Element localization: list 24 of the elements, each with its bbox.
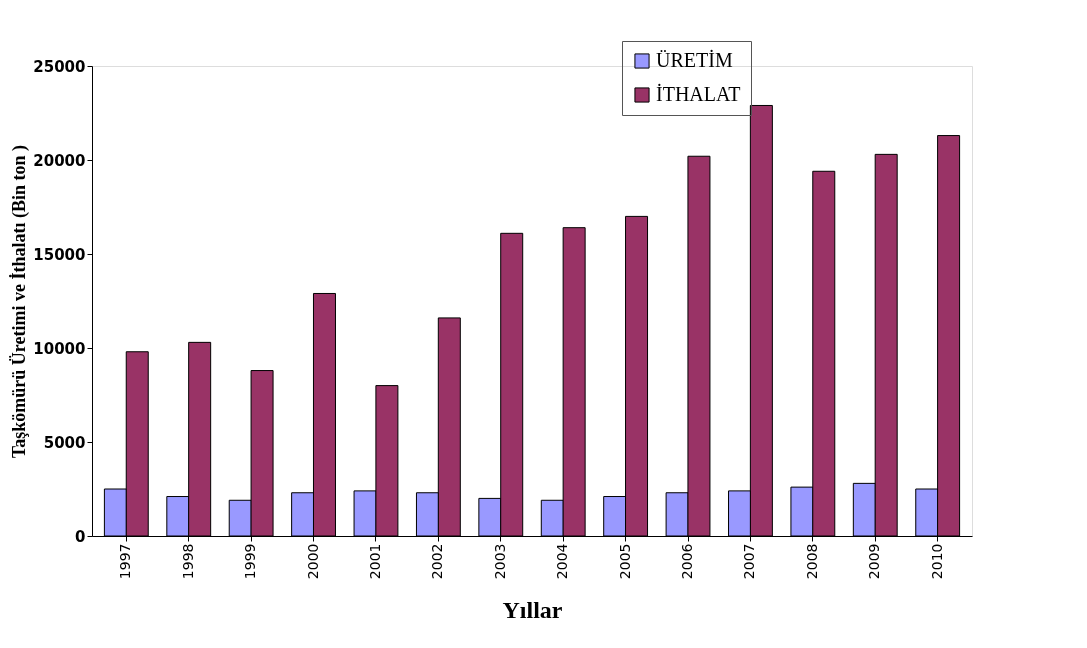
x-tick-label: 2009 [866, 543, 883, 580]
y-axis-title: Taşkömürü Üretimi ve İthalatı (Bin ton ) [9, 144, 31, 459]
x-tick-label: 2004 [554, 543, 571, 580]
x-tick-label: 1998 [179, 543, 196, 580]
x-tick-label: 2003 [491, 543, 508, 580]
y-tick-label: 20000 [33, 151, 86, 170]
x-tick-label: 2002 [429, 543, 446, 580]
x-tick-label: 2000 [304, 543, 321, 580]
x-tick-label: 2007 [741, 543, 758, 580]
x-tick-label: 2010 [928, 543, 945, 580]
y-tick-label: 5000 [43, 433, 86, 452]
x-tick-label: 2006 [679, 543, 696, 580]
x-tick-label: 2001 [366, 543, 383, 580]
y-tick-label: 15000 [33, 245, 86, 264]
x-tick-label: 1997 [117, 543, 134, 580]
x-tick-label: 2008 [803, 543, 820, 580]
y-tick-label: 25000 [33, 57, 86, 76]
legend-label: ÜRETİM [656, 49, 733, 71]
y-tick-label: 0 [75, 527, 86, 546]
y-tick-label: 10000 [33, 339, 86, 358]
x-axis-title: Yıllar [502, 597, 563, 624]
legend-label: İTHALAT [656, 83, 741, 105]
x-tick-label: 2005 [616, 543, 633, 580]
x-tick-label: 1999 [242, 543, 259, 580]
